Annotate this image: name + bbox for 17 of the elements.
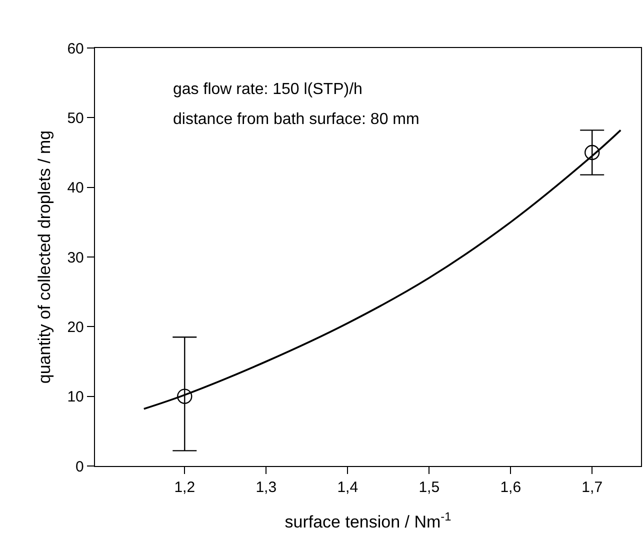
annotation: distance from bath surface: 80 mm (173, 111, 420, 128)
y-tick-label: 0 (76, 458, 84, 476)
x-axis-title: surface tension / Nm$^{-1}$ (284, 509, 452, 532)
y-tick-label: 50 (67, 110, 84, 127)
y-tick-label: 60 (67, 40, 84, 58)
y-tick-label: 20 (67, 318, 84, 336)
x-tick-label: 1,4 (337, 479, 358, 496)
y-tick-label: 10 (67, 388, 84, 406)
x-tick-label: 1,5 (418, 479, 440, 496)
x-tick-label: 1,6 (500, 479, 522, 496)
y-tick-label: 30 (67, 249, 84, 266)
x-tick-label: 1,7 (582, 479, 603, 496)
x-tick-label: 1,2 (174, 479, 196, 496)
x-tick-label: 1,3 (256, 479, 277, 496)
annotation: gas flow rate: 150 l(STP)/h (173, 81, 362, 98)
y-tick-label: 40 (67, 180, 84, 197)
y-axis-title: quantity of collected droplets / mg (34, 130, 54, 384)
